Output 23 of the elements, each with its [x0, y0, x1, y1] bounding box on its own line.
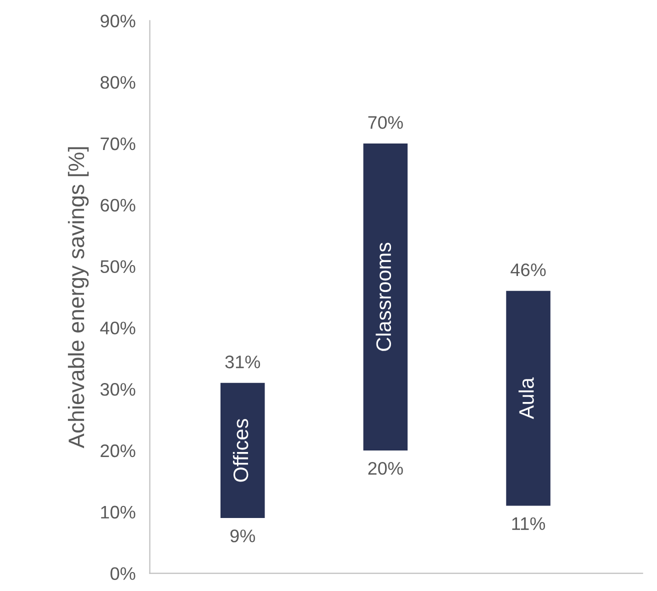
- bar: [363, 143, 408, 450]
- y-tick-label: 70%: [100, 137, 136, 150]
- annotation: 70%: [368, 116, 403, 129]
- y-tick-label: 40%: [100, 322, 136, 334]
- y-axis-title: Achievable energy savings [%]: [68, 147, 89, 448]
- y-tick-label: 20%: [100, 444, 136, 458]
- y-tick-label: 90%: [100, 14, 136, 28]
- y-tick-label: 80%: [100, 76, 136, 89]
- x-tick-label: Classrooms: [376, 242, 392, 351]
- annotation: 31%: [225, 356, 260, 368]
- x-tick-label: Aula: [518, 377, 534, 420]
- x-tick-label: Offices: [232, 418, 248, 482]
- bar: [220, 382, 265, 518]
- bar: [506, 290, 550, 506]
- annotation: 9%: [230, 530, 256, 542]
- annotation: 11%: [512, 517, 546, 530]
- y-tick-label: 30%: [100, 383, 136, 396]
- y-tick-label: 50%: [100, 260, 136, 273]
- y-tick-label: 0%: [110, 567, 136, 580]
- annotation: 46%: [510, 263, 546, 276]
- y-tick-label: 60%: [100, 198, 136, 212]
- annotation: 20%: [368, 462, 403, 475]
- y-tick-label: 10%: [101, 506, 136, 519]
